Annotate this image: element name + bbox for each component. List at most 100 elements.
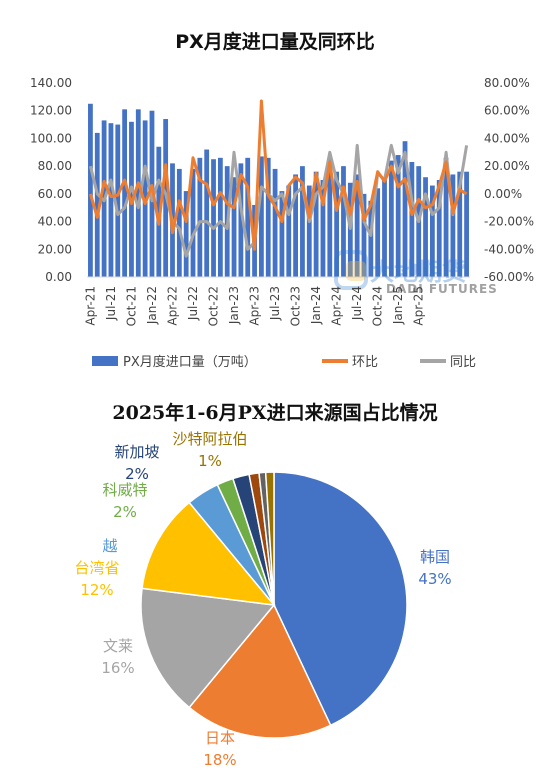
pie-label-name: 韩国 — [420, 548, 450, 566]
pie-label-name: 台湾省 — [74, 559, 119, 577]
x-tick-label: Jan-24 — [309, 286, 323, 325]
volume-bar — [429, 185, 435, 277]
y-right-tick-label: 20.00% — [484, 159, 530, 173]
volume-bar — [450, 174, 456, 277]
x-tick-label: Apr-25 — [412, 286, 426, 326]
x-tick-label: Oct-23 — [289, 286, 303, 326]
legend-bar-swatch — [92, 356, 118, 366]
volume-bar — [122, 109, 128, 277]
y-right-tick-label: 60.00% — [484, 104, 530, 118]
pie-label-value: 16% — [101, 659, 134, 677]
y-left-tick-label: 20.00 — [38, 242, 72, 256]
x-tick-label: Apr-22 — [165, 286, 179, 326]
pie-title: 2025年1-6月PX进口来源国占比情况 — [112, 401, 437, 424]
x-tick-label: Jul-23 — [268, 286, 282, 321]
y-right-tick-label: -20.00% — [484, 215, 534, 229]
volume-bar — [231, 177, 237, 277]
pie-label-name: 越 — [102, 537, 117, 555]
y-right-tick-label: 80.00% — [484, 76, 530, 90]
x-tick-label: Jul-22 — [186, 286, 200, 321]
volume-bar — [320, 180, 326, 277]
volume-bar — [382, 180, 387, 277]
y-left-tick-label: 120.00 — [30, 104, 72, 118]
mom-line — [88, 99, 468, 251]
pie-label-name: 新加坡 — [114, 443, 159, 461]
volume-bar — [238, 163, 244, 277]
legend-mom: 环比 — [352, 355, 378, 370]
y-right-tick-label: 40.00% — [484, 131, 530, 145]
volume-bar — [88, 103, 93, 278]
x-tick-label: Oct-21 — [124, 286, 138, 326]
x-tick-label: Apr-21 — [83, 286, 97, 326]
y-left-tick-label: 80.00 — [38, 159, 72, 173]
volume-bar — [259, 156, 264, 277]
x-tick-label: Oct-22 — [207, 286, 221, 326]
volume-bar — [204, 149, 210, 277]
volume-bar — [190, 168, 196, 277]
volume-bar — [436, 180, 442, 277]
pie-label-value: 2% — [125, 465, 149, 483]
pie-label-value: 1% — [198, 452, 222, 470]
pie-label-value: 12% — [80, 581, 113, 599]
volume-bar — [94, 132, 100, 277]
import-volume-chart: PX月度进口量及同环比 140.00 120.00 100.00 80.00 60.00… — [30, 30, 534, 370]
volume-bar — [300, 166, 305, 277]
volume-bar — [265, 157, 271, 277]
volume-bar — [464, 171, 469, 277]
x-tick-label: Oct-24 — [371, 286, 385, 326]
volume-bar — [183, 191, 189, 277]
pie-label-value: 2% — [113, 503, 137, 521]
pie-slice — [188, 603, 332, 739]
pie-slice — [273, 471, 408, 727]
volume-bar — [457, 171, 463, 277]
volume-bar — [443, 157, 449, 277]
chart-title: PX月度进口量及同环比 — [175, 30, 375, 53]
x-tick-label: Apr-23 — [248, 286, 262, 326]
volume-bar — [142, 120, 148, 278]
pie-slice — [140, 587, 276, 709]
volume-bar — [176, 168, 182, 277]
x-tick-label: Apr-24 — [330, 286, 344, 326]
y-left-tick-label: 0.00 — [45, 270, 72, 284]
volume-bar — [197, 157, 203, 277]
watermark-cn: 大地期货 — [370, 258, 466, 286]
watermark-logo: 大地期货 DADI FUTURES — [334, 250, 498, 296]
volume-bar — [293, 174, 298, 277]
x-tick-label: Jul-21 — [104, 286, 118, 321]
volume-bar — [135, 109, 141, 277]
volume-bar — [388, 160, 394, 277]
volume-bar — [409, 161, 415, 277]
volume-bar — [423, 177, 428, 277]
volume-bar — [361, 193, 367, 277]
y-right-tick-label: -60.00% — [484, 270, 534, 284]
volume-bar — [402, 141, 408, 277]
pie-label-name: 文莱 — [103, 637, 133, 655]
volume-bar — [217, 157, 223, 277]
volume-bar — [306, 185, 312, 277]
y-left-tick-label: 60.00 — [38, 187, 72, 201]
x-tick-label: Jan-25 — [391, 286, 405, 325]
pie-label-name: 科威特 — [102, 481, 147, 499]
volume-bar — [245, 157, 251, 277]
legend: PX月度进口量（万吨） 环比 同比 — [92, 354, 476, 370]
volume-bar — [341, 166, 346, 277]
legend-volume: PX月度进口量（万吨） — [123, 354, 257, 370]
volume-bar — [313, 171, 319, 277]
y-left-tick-label: 140.00 — [30, 76, 72, 90]
y-right-tick-label: -40.00% — [484, 242, 534, 256]
x-tick-label: Jan-22 — [145, 286, 159, 325]
volume-bar — [354, 174, 360, 277]
pie-label-name: 日本 — [205, 729, 235, 747]
volume-bar — [272, 168, 278, 277]
pie-slice — [264, 471, 275, 606]
volume-bar — [108, 123, 114, 277]
volume-bar — [211, 159, 216, 277]
volume-bar — [395, 155, 401, 277]
volume-bar — [334, 171, 340, 277]
watermark-en: DADI FUTURES — [386, 282, 498, 296]
y-left-tick-label: 40.00 — [38, 215, 72, 229]
volume-bar — [286, 185, 292, 277]
volume-bar — [375, 188, 381, 277]
x-tick-label: Jul-24 — [350, 286, 364, 321]
y-right-tick-label: 0.00% — [484, 187, 522, 201]
